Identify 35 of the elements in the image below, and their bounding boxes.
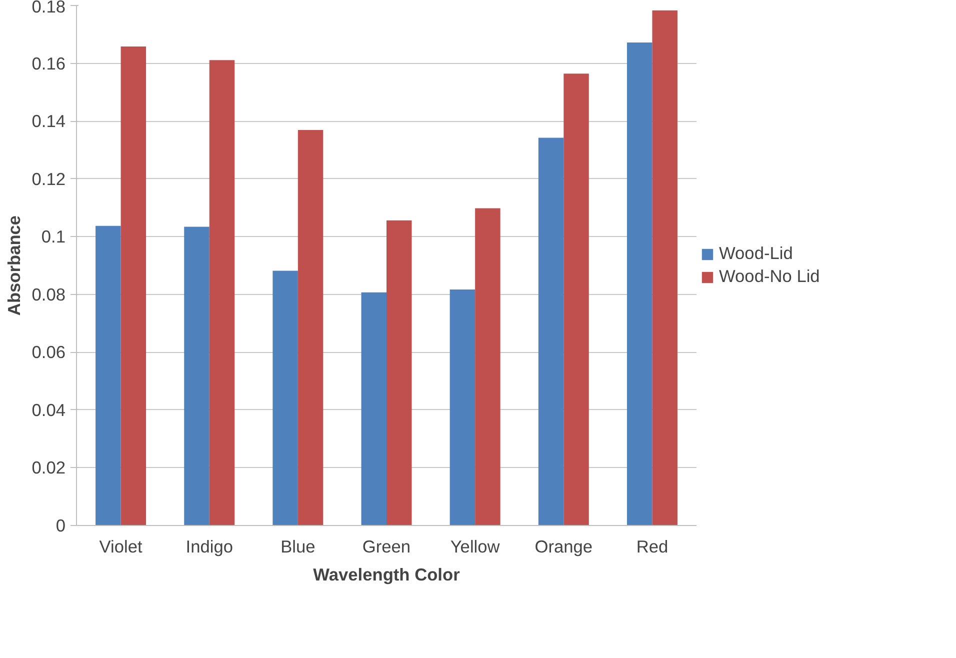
y-tick-label: 0.12: [32, 168, 66, 189]
y-tick-label: 0.14: [32, 111, 66, 132]
x-axis-title: Wavelength Color: [313, 564, 460, 584]
bar: [564, 74, 589, 526]
y-tick-label: 0.16: [32, 53, 66, 74]
y-axis-title: Absorbance: [4, 215, 24, 316]
bar: [386, 220, 412, 526]
x-tick-label: Red: [636, 536, 668, 556]
bar: [538, 138, 564, 526]
bar: [475, 208, 500, 526]
x-tick-label: Violet: [99, 536, 142, 556]
y-tick-label: 0.02: [32, 458, 66, 478]
legend-label: Wood-No Lid: [719, 266, 820, 287]
y-tick-label: 0: [56, 516, 66, 536]
bar: [272, 270, 298, 526]
bar: [184, 226, 210, 526]
x-tick-label: Indigo: [186, 536, 233, 556]
y-tick-label: 0.1: [41, 226, 66, 247]
bar: [652, 10, 678, 526]
bar: [361, 292, 386, 526]
x-tick-label: Yellow: [450, 536, 500, 556]
bar: [298, 130, 324, 526]
y-tick-label: 0.18: [32, 0, 66, 16]
bar: [96, 226, 121, 526]
x-tick-label: Blue: [280, 536, 316, 556]
x-tick-label: Green: [362, 536, 411, 556]
bar: [450, 289, 476, 526]
y-tick-label: 0.06: [32, 342, 66, 362]
x-tick-label: Orange: [534, 536, 593, 556]
bar: [626, 42, 652, 526]
legend-label: Wood-Lid: [719, 243, 793, 264]
y-tick-label: 0.08: [32, 284, 66, 304]
bar: [209, 60, 235, 526]
y-tick-label: 0.04: [32, 400, 66, 420]
bar: [120, 46, 146, 526]
